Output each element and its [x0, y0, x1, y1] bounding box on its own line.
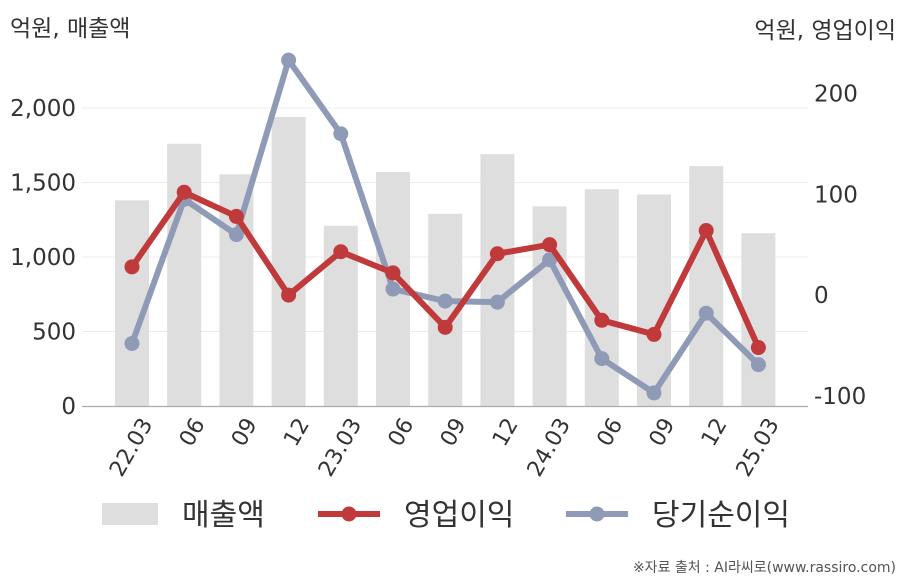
x-tick-label: 09: [645, 414, 681, 451]
series-point: [124, 335, 140, 351]
left-tick-label: 1,500: [10, 171, 76, 197]
series-point: [437, 319, 453, 335]
legend-label: 매출액: [182, 498, 265, 533]
series-point: [385, 281, 401, 297]
left-tick-label: 0: [61, 394, 76, 420]
bar: [532, 206, 567, 406]
source-note: ※자료 출처 : AI라씨로(www.rassiro.com): [633, 560, 896, 576]
right-tick-label: 0: [814, 283, 829, 309]
series-point: [281, 287, 297, 303]
left-tick-label: 2,000: [10, 96, 76, 122]
left-axis-ticks: 0 500 1,000 1,500 2,000: [10, 96, 76, 420]
series-point: [542, 252, 558, 268]
legend: 매출액 영업이익 당기순이익: [102, 498, 790, 533]
series-point: [698, 305, 714, 321]
legend-label: 당기순이익: [652, 498, 790, 533]
series-point: [594, 312, 610, 328]
left-tick-label: 1,000: [10, 245, 76, 271]
series-point: [228, 208, 244, 224]
series-point: [646, 326, 662, 342]
bar: [115, 200, 149, 406]
bar: [689, 166, 724, 406]
x-tick-label: 24.03: [523, 414, 576, 481]
x-tick-label: 06: [593, 414, 629, 451]
x-tick-label: 25.03: [732, 414, 785, 481]
x-tick-label: 23.03: [314, 414, 367, 481]
legend-label: 영업이익: [404, 498, 514, 533]
legend-swatch-point: [341, 506, 357, 522]
series-point: [333, 244, 349, 260]
left-tick-label: 500: [32, 320, 76, 346]
series-point: [176, 184, 192, 200]
right-tick-label: -100: [814, 384, 866, 410]
x-tick-label: 09: [436, 414, 472, 451]
bar: [480, 154, 515, 406]
series-point: [281, 52, 297, 68]
bar: [271, 116, 306, 406]
right-tick-label: 100: [814, 182, 858, 208]
series-point: [124, 259, 140, 275]
legend-swatch-point: [589, 506, 605, 522]
series-point: [750, 340, 766, 356]
x-tick-label: 22.03: [105, 414, 158, 481]
series-point: [333, 126, 349, 142]
series-point: [228, 227, 244, 243]
right-axis-ticks: -100 0 100 200: [814, 81, 866, 410]
series-point: [489, 246, 505, 262]
series-point: [750, 357, 766, 373]
left-axis-unit: 억원, 매출액: [10, 16, 130, 42]
x-tick-label: 06: [384, 414, 420, 451]
legend-swatch-bar: [102, 503, 158, 525]
bar: [167, 143, 202, 406]
x-tick-label: 12: [279, 414, 315, 451]
series-point: [698, 223, 714, 239]
right-axis-unit: 억원, 영업이익: [754, 18, 896, 44]
series-point: [437, 293, 453, 309]
series-point: [594, 351, 610, 367]
x-tick-label: 06: [175, 414, 211, 451]
x-tick-label: 12: [488, 414, 524, 451]
bar: [584, 189, 619, 406]
x-axis-ticks: 22.03 06 09 12 23.03 06 09 12 24.03 06 09 12 25.03: [105, 414, 785, 481]
x-tick-label: 12: [697, 414, 733, 451]
series-point: [385, 265, 401, 281]
line-series: [124, 52, 766, 401]
x-tick-label: 09: [227, 414, 263, 451]
right-tick-label: 200: [814, 81, 858, 107]
series-point: [542, 237, 558, 253]
series-point: [646, 385, 662, 401]
series-point: [489, 294, 505, 310]
